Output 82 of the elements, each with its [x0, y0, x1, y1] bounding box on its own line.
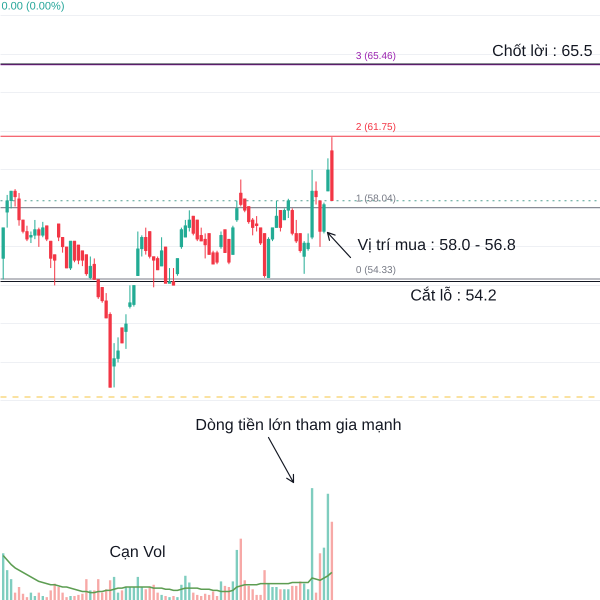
bar	[136, 576, 140, 600]
candlestick	[76, 244, 80, 265]
candlestick	[235, 200, 238, 222]
annotation: Chốt lời : 65.5	[492, 43, 593, 60]
candlestick	[278, 210, 282, 232]
candlestick	[215, 250, 219, 265]
candlestick	[192, 216, 195, 236]
candlestick	[176, 258, 180, 276]
ref-line-label: 3 (65.46)	[356, 50, 396, 62]
bar	[208, 594, 210, 600]
ref-line-label: 0 (54.33)	[356, 265, 396, 276]
candlestick	[180, 227, 184, 250]
bar	[38, 592, 40, 600]
candlestick	[172, 268, 176, 286]
bar	[112, 576, 116, 600]
candlestick	[314, 180, 318, 206]
candlestick	[37, 227, 40, 248]
annotation: 0.00 (0.00%)	[2, 0, 64, 12]
candlestick	[88, 256, 92, 280]
bar	[240, 538, 242, 600]
bar	[200, 596, 202, 600]
candlestick	[116, 336, 120, 363]
candlestick	[120, 327, 124, 344]
annotation: Cạn Vol	[109, 544, 166, 561]
candlestick	[254, 216, 258, 232]
bar	[34, 596, 36, 600]
bar	[236, 550, 238, 600]
candlestick	[298, 232, 302, 254]
candlestick	[286, 198, 290, 219]
candlestick	[156, 256, 160, 270]
bar	[192, 592, 194, 600]
bar	[148, 587, 151, 600]
bar	[196, 594, 198, 600]
candlestick	[219, 230, 223, 250]
bar	[330, 522, 334, 600]
text: Vị trí mua : 58.0 - 56.8	[358, 237, 516, 254]
candlestick	[29, 230, 33, 244]
bar	[326, 494, 330, 600]
candlestick	[6, 194, 9, 228]
candlestick	[204, 232, 207, 259]
bar	[97, 579, 100, 600]
bar	[251, 589, 254, 600]
bar	[30, 592, 32, 600]
candlestick	[49, 240, 52, 269]
candlestick	[9, 190, 13, 209]
bar	[57, 587, 60, 600]
candlestick	[41, 221, 44, 238]
candlestick	[132, 284, 136, 308]
candlestick	[239, 179, 242, 207]
candlestick	[33, 219, 37, 240]
bar	[128, 587, 132, 600]
bar	[283, 589, 286, 600]
candlestick	[45, 225, 48, 242]
bar	[160, 594, 163, 600]
bar	[310, 488, 314, 600]
bar	[287, 589, 290, 600]
bar	[85, 579, 88, 600]
candlestick	[196, 219, 199, 242]
ref-line-label: 1 (58.04)	[356, 194, 396, 205]
bar	[53, 584, 56, 600]
candlestick	[160, 236, 164, 267]
candlestick	[84, 254, 88, 276]
candlestick	[144, 227, 148, 256]
candlestick	[72, 240, 76, 263]
bar	[144, 589, 147, 600]
bar	[2, 553, 4, 600]
bar	[291, 586, 294, 600]
bar	[302, 584, 306, 600]
bar	[279, 589, 282, 600]
bar	[295, 586, 298, 600]
candlestick	[124, 314, 128, 350]
annotation: Cắt lỗ : 54.2	[410, 286, 497, 305]
candlestick	[128, 284, 132, 309]
bar	[184, 576, 187, 600]
bar	[108, 580, 112, 600]
text: Dòng tiền lớn tham gia mạnh	[195, 417, 402, 434]
bar	[42, 596, 44, 600]
bar	[204, 594, 206, 600]
candlestick	[326, 158, 330, 192]
ref-line-label: 2 (61.75)	[356, 122, 396, 134]
candlestick	[168, 268, 172, 284]
bar	[212, 592, 214, 600]
